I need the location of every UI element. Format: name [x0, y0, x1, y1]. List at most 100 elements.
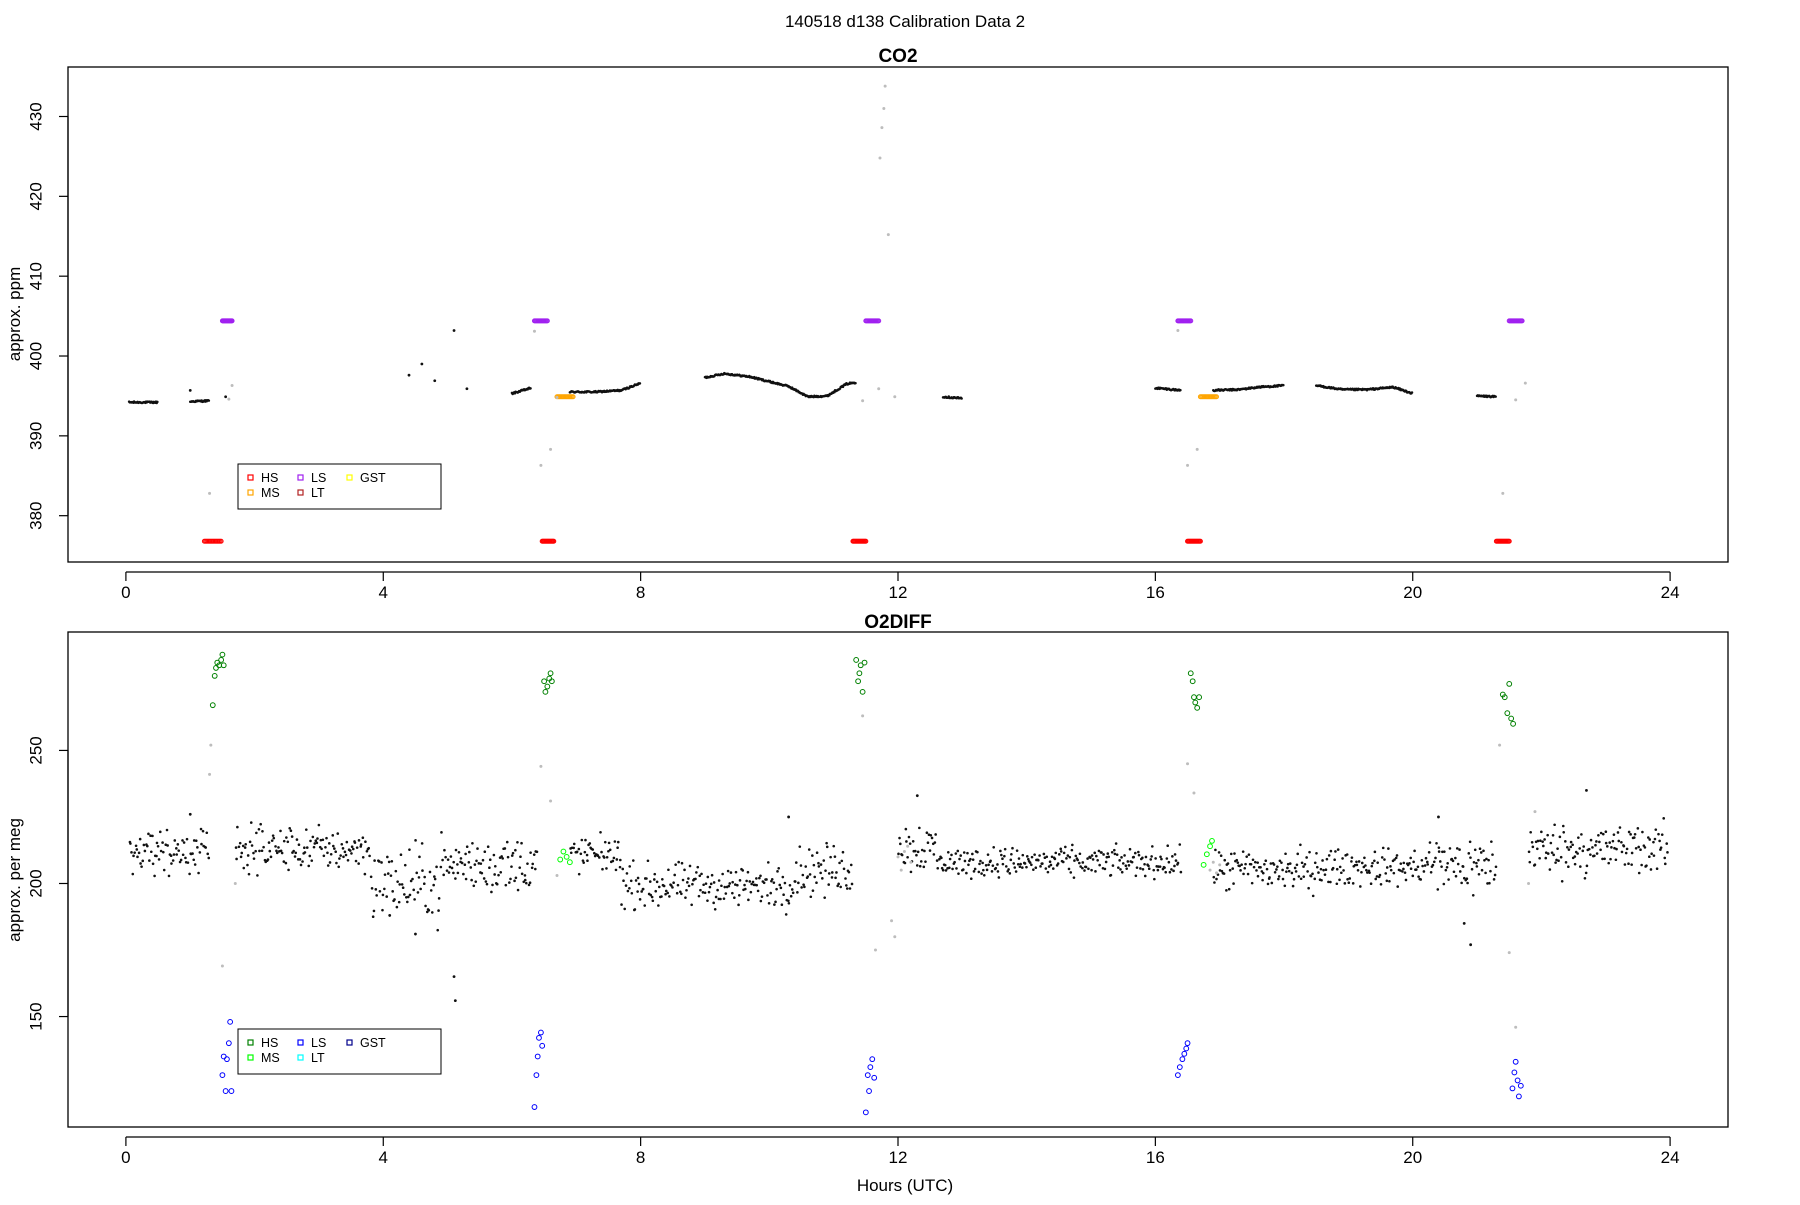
o2diff-data-point: [1306, 870, 1309, 873]
o2diff-data-point: [789, 894, 793, 898]
o2diff-outlier-point: [388, 914, 392, 917]
o2diff-data-point: [1659, 846, 1663, 849]
o2diff-data-point: [707, 890, 711, 894]
o2diff-data-point: [153, 874, 156, 878]
o2diff-data-point: [495, 882, 499, 886]
o2diff-data-point: [989, 859, 992, 863]
o2diff-data-point: [277, 846, 280, 849]
o2diff-data-point: [368, 854, 371, 858]
o2diff-data-point: [798, 845, 802, 848]
o2diff-data-point: [456, 871, 460, 875]
o2diff-data-point: [1441, 850, 1444, 854]
o2diff-data-point: [807, 848, 811, 851]
o2diff-data-point: [624, 884, 628, 887]
o2diff-data-point: [1134, 874, 1138, 878]
o2diff-data-point: [1233, 852, 1236, 855]
o2diff-data-point: [1383, 858, 1386, 861]
o2diff-flagged-point: [208, 772, 212, 776]
o2diff-data-point: [1583, 877, 1587, 880]
o2diff-data-point: [142, 843, 146, 847]
o2diff-data-point: [275, 849, 278, 853]
o2diff-data-point: [849, 863, 853, 867]
o2diff-data-point: [1601, 857, 1604, 861]
o2diff-data-point: [1245, 855, 1249, 858]
o2diff-calibration-point: [1189, 678, 1196, 685]
o2diff-data-point: [437, 909, 440, 912]
o2diff-x-tick-label: 24: [1661, 1148, 1680, 1167]
o2diff-data-point: [709, 882, 713, 886]
o2diff-data-point: [1133, 851, 1137, 855]
o2diff-data-point: [575, 850, 579, 854]
o2diff-data-point: [1141, 856, 1144, 860]
o2diff-data-point: [1550, 851, 1554, 854]
o2diff-data-point: [1273, 870, 1277, 874]
o2diff-outlier-point: [1585, 788, 1588, 792]
o2diff-data-point: [1343, 882, 1347, 885]
o2diff-data-point: [845, 887, 849, 890]
o2diff-calibration-point: [1207, 843, 1213, 850]
o2diff-data-point: [1452, 870, 1456, 874]
o2diff-outlier-point: [188, 812, 192, 816]
o2diff-data-point: [401, 886, 405, 889]
o2diff-data-point: [151, 834, 154, 838]
o2diff-data-point: [1611, 839, 1615, 843]
o2diff-data-point: [755, 877, 758, 880]
o2diff-data-point: [925, 831, 929, 835]
o2diff-data-point: [603, 840, 607, 844]
o2diff-data-point: [484, 880, 488, 883]
o2diff-data-point: [305, 846, 309, 849]
o2diff-data-point: [1285, 870, 1288, 873]
o2diff-data-point: [1613, 846, 1616, 850]
o2diff-flagged-point: [1527, 881, 1531, 885]
o2diff-data-point: [1341, 857, 1344, 860]
o2diff-data-point: [1438, 860, 1442, 863]
o2diff-data-point: [1275, 868, 1278, 871]
o2diff-data-point: [741, 869, 745, 872]
o2diff-data-point: [698, 874, 702, 878]
o2diff-data-point: [954, 852, 958, 855]
o2diff-data-point: [1173, 864, 1176, 868]
o2diff-data-point: [1256, 861, 1259, 864]
o2diff-data-point: [958, 857, 961, 861]
o2diff-data-point: [1286, 862, 1290, 866]
o2diff-data-point: [408, 848, 411, 851]
o2diff-data-point: [1062, 851, 1066, 855]
o2diff-legend-lt-marker: [297, 1054, 304, 1061]
o2diff-data-point: [759, 899, 763, 903]
o2diff-data-point: [1300, 861, 1304, 865]
o2diff-data-point: [486, 845, 490, 849]
o2diff-data-point: [1159, 855, 1162, 859]
o2diff-data-point: [491, 883, 494, 887]
o2diff-data-point: [1426, 860, 1429, 864]
o2diff-data-point: [406, 900, 409, 904]
o2diff-calibration-point: [867, 1064, 874, 1071]
o2diff-data-point: [488, 858, 492, 862]
o2diff-data-point: [243, 846, 247, 849]
o2diff-data-point: [710, 873, 714, 877]
o2diff-data-point: [1174, 859, 1178, 862]
o2diff-data-point: [962, 851, 966, 854]
o2diff-data-point: [181, 839, 184, 842]
o2diff-data-point: [1117, 866, 1120, 869]
o2diff-data-point: [1558, 835, 1562, 839]
o2diff-data-point: [619, 858, 622, 862]
o2diff-data-point: [1381, 846, 1385, 850]
o2diff-data-point: [1235, 858, 1239, 862]
o2diff-data-point: [1323, 873, 1327, 876]
o2diff-data-point: [509, 877, 512, 881]
o2diff-data-point: [1053, 857, 1057, 861]
o2diff-data-point: [462, 872, 465, 876]
o2diff-data-point: [454, 877, 457, 880]
o2diff-data-point: [134, 844, 138, 848]
o2diff-data-point: [1604, 830, 1608, 834]
o2diff-data-point: [188, 872, 191, 876]
o2diff-data-point: [504, 883, 508, 887]
o2diff-data-point: [1528, 860, 1532, 864]
o2diff-marks: [128, 651, 1669, 1116]
o2diff-data-point: [1458, 848, 1461, 851]
o2diff-data-point: [1296, 852, 1300, 856]
o2diff-data-point: [1238, 864, 1241, 868]
o2diff-outlier-point: [1437, 815, 1440, 819]
o2diff-data-point: [712, 901, 715, 905]
o2diff-data-point: [1552, 853, 1555, 857]
